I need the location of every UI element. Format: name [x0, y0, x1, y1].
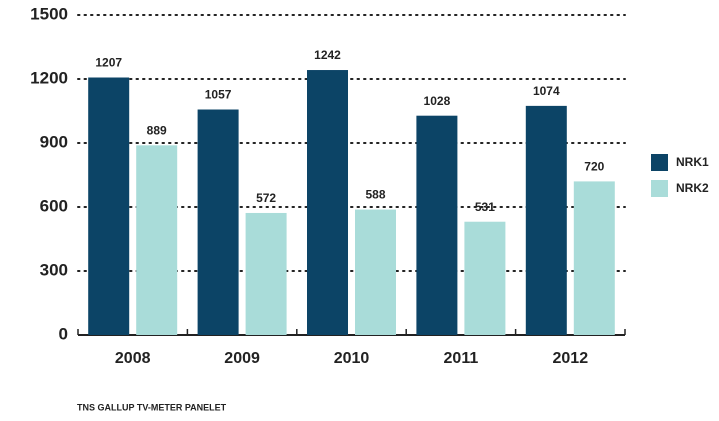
bar	[245, 212, 287, 335]
data-label: 1057	[205, 88, 232, 102]
y-tick-label: 1200	[30, 68, 68, 87]
source: TNS GALLUP TV-METER PANELET	[77, 402, 227, 412]
bar	[464, 221, 506, 335]
data-label: 720	[584, 160, 604, 174]
x-tick-label: 2010	[334, 350, 370, 367]
legend-label: NRK2	[676, 181, 709, 195]
y-tick-label: 0	[59, 324, 68, 343]
y-tick-label: 1500	[30, 4, 68, 23]
data-label: 1074	[533, 84, 560, 98]
bar	[416, 115, 458, 336]
y-tick-label: 300	[40, 260, 68, 279]
data-label: 889	[147, 124, 167, 138]
data-label: 1207	[95, 56, 122, 70]
legend-swatch	[651, 180, 668, 197]
bar	[197, 109, 239, 335]
bar	[355, 209, 396, 335]
x-tick-label: 2011	[444, 350, 479, 367]
bar	[88, 77, 130, 336]
x-tick-label: 2009	[224, 350, 260, 367]
x-tick-label: 2012	[553, 350, 589, 367]
y-tick-label: 600	[40, 196, 68, 215]
legend-swatch	[651, 154, 668, 171]
data-label: 572	[256, 191, 276, 205]
data-label: 588	[365, 188, 385, 202]
data-label: 1242	[314, 48, 341, 62]
data-label: 1028	[424, 94, 451, 108]
x-tick-label: 2008	[115, 350, 151, 367]
legend-label: NRK1	[676, 155, 709, 169]
bar	[573, 181, 615, 335]
bar	[525, 105, 567, 335]
bar	[307, 70, 348, 335]
bar	[136, 145, 178, 335]
y-tick-label: 900	[40, 132, 68, 151]
data-label: 531	[475, 200, 495, 214]
